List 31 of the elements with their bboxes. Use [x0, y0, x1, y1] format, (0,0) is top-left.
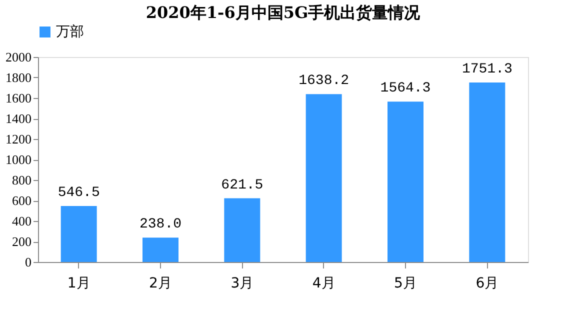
x-tick-label: 3月: [230, 276, 254, 292]
y-tick-label: 800: [12, 172, 32, 188]
data-label: 1564.3: [380, 80, 431, 97]
y-tick-label: 1200: [6, 132, 32, 146]
legend-label: 万部: [56, 24, 84, 40]
y-tick-label: 1600: [6, 90, 32, 106]
data-label: 546.5: [58, 184, 100, 201]
bar: [469, 82, 506, 262]
data-label: 238.0: [139, 216, 182, 233]
bar: [388, 102, 424, 262]
data-label: 1751.3: [462, 61, 512, 78]
x-tick-label: 2月: [149, 276, 172, 292]
y-tick-label: 200: [12, 234, 32, 249]
y-tick-label: 2000: [6, 50, 32, 64]
bar: [60, 206, 97, 262]
bar: [224, 198, 260, 262]
x-tick-label: 6月: [476, 276, 499, 292]
bar: [142, 238, 178, 262]
y-tick-label: 1400: [6, 111, 32, 126]
y-tick-label: 1000: [6, 152, 32, 167]
y-tick-label: 0: [25, 254, 32, 270]
data-label: 621.5: [221, 177, 264, 194]
data-label: 1638.2: [298, 73, 350, 90]
x-tick-label: 5月: [394, 276, 417, 292]
x-tick-label: 4月: [312, 276, 336, 292]
bar: [306, 94, 342, 262]
y-tick-label: 1800: [6, 70, 32, 85]
x-tick-label: 1月: [67, 276, 90, 292]
y-tick-label: 400: [12, 214, 32, 228]
y-tick-label: 600: [12, 193, 32, 208]
chart-title: 2020年1-6月中国5G手机出货量情况: [146, 3, 422, 22]
